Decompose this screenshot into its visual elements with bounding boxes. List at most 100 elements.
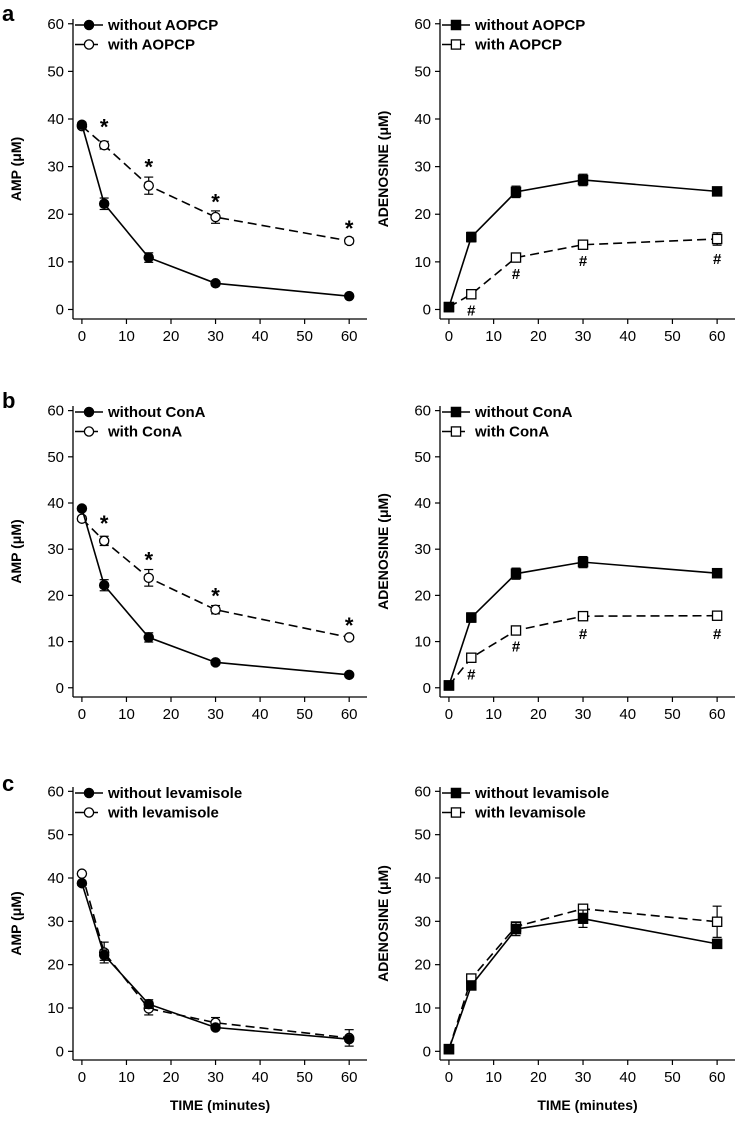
legend-label: without levamisole bbox=[474, 785, 609, 802]
significance-hash: # bbox=[713, 251, 722, 268]
legend: without levamisole with levamisole bbox=[442, 785, 609, 822]
legend-label: with levamisole bbox=[474, 805, 586, 822]
significance-star: * bbox=[144, 547, 153, 572]
legend-marker bbox=[450, 406, 462, 418]
y-tick-label: 20 bbox=[47, 587, 64, 604]
data-point bbox=[343, 669, 355, 681]
data-point bbox=[711, 938, 723, 950]
legend-marker bbox=[83, 19, 95, 31]
series-with bbox=[76, 120, 355, 247]
chart-a-left: 0 10 20 30 40 50 60 0 10 20 30 40 50 60 AMP (μM) * * * * wi… bbox=[8, 16, 367, 345]
y-tick-label: 0 bbox=[56, 1043, 64, 1060]
data-point bbox=[343, 290, 355, 302]
x-tick-label: 0 bbox=[78, 706, 86, 723]
x-tick-label: 30 bbox=[575, 1069, 592, 1086]
series-with bbox=[76, 513, 355, 643]
significance-hash: # bbox=[467, 303, 476, 320]
data-point bbox=[343, 632, 355, 643]
x-tick-label: 10 bbox=[485, 706, 502, 723]
y-tick-label: 30 bbox=[47, 541, 64, 558]
significance-star: * bbox=[345, 613, 354, 638]
data-point bbox=[210, 211, 221, 223]
legend-label: with AOPCP bbox=[107, 37, 195, 54]
significance-hash: # bbox=[713, 626, 722, 643]
y-tick-label: 20 bbox=[414, 957, 431, 974]
y-tick-label: 40 bbox=[47, 870, 64, 887]
data-point bbox=[143, 180, 154, 191]
series-line bbox=[81, 873, 350, 1039]
y-tick-label: 60 bbox=[414, 783, 431, 800]
data-point bbox=[76, 119, 88, 130]
legend-marker bbox=[450, 807, 462, 818]
data-point bbox=[466, 231, 477, 243]
y-tick-label: 10 bbox=[414, 1000, 431, 1017]
y-tick-label: 40 bbox=[414, 495, 431, 512]
data-point bbox=[76, 868, 88, 879]
series-line bbox=[81, 882, 350, 1040]
x-tick-label: 60 bbox=[341, 1069, 358, 1086]
series-without bbox=[443, 555, 723, 691]
significance-star: * bbox=[144, 155, 153, 180]
data-point bbox=[577, 174, 589, 186]
data-point bbox=[98, 198, 110, 210]
x-tick-label: 60 bbox=[709, 328, 726, 345]
legend-marker bbox=[450, 39, 462, 50]
chart-c-right: 0 10 20 30 40 50 60 0 10 20 30 40 50 60 ADENOSINE (μM)… bbox=[375, 783, 735, 1113]
data-point bbox=[577, 610, 589, 622]
data-point bbox=[466, 612, 477, 623]
x-tick-label: 20 bbox=[163, 1069, 180, 1086]
legend-label: without AOPCP bbox=[107, 17, 218, 34]
data-point bbox=[143, 572, 154, 584]
y-tick-label: 40 bbox=[414, 870, 431, 887]
legend-marker bbox=[83, 39, 95, 50]
x-tick-label: 60 bbox=[341, 328, 358, 345]
series-with bbox=[443, 610, 723, 691]
x-tick-label: 0 bbox=[78, 1069, 86, 1086]
panel-letter-b: b bbox=[2, 388, 15, 413]
panel-letter-a: a bbox=[2, 1, 15, 26]
series-without bbox=[443, 173, 723, 313]
data-point bbox=[210, 278, 221, 289]
data-point bbox=[210, 604, 221, 615]
x-tick-label: 20 bbox=[163, 706, 180, 723]
y-tick-label: 50 bbox=[47, 827, 64, 844]
significance-hash: # bbox=[512, 639, 521, 656]
series-with bbox=[76, 868, 355, 1047]
legend-marker bbox=[450, 426, 462, 437]
data-point bbox=[343, 1033, 355, 1045]
x-tick-label: 40 bbox=[252, 1069, 269, 1086]
legend-label: with ConA bbox=[474, 424, 549, 441]
x-tick-label: 0 bbox=[445, 328, 453, 345]
y-axis-title: ADENOSINE (μM) bbox=[375, 111, 391, 228]
series-without bbox=[76, 119, 355, 302]
x-tick-label: 20 bbox=[163, 328, 180, 345]
significance-hash: # bbox=[579, 253, 588, 270]
y-tick-label: 0 bbox=[56, 680, 64, 697]
data-point bbox=[98, 579, 110, 591]
y-tick-label: 40 bbox=[47, 495, 64, 512]
legend-marker bbox=[83, 426, 95, 437]
data-point bbox=[711, 233, 723, 245]
data-point bbox=[711, 916, 723, 928]
legend: without AOPCP with AOPCP bbox=[442, 17, 585, 54]
y-tick-label: 10 bbox=[414, 254, 431, 271]
y-tick-label: 0 bbox=[423, 1043, 431, 1060]
x-tick-label: 20 bbox=[530, 1069, 547, 1086]
x-tick-label: 10 bbox=[118, 706, 135, 723]
x-tick-label: 10 bbox=[485, 328, 502, 345]
legend-marker bbox=[83, 807, 95, 818]
y-tick-label: 10 bbox=[414, 634, 431, 651]
data-point bbox=[711, 567, 723, 579]
significance-hash: # bbox=[512, 266, 521, 283]
data-point bbox=[711, 186, 723, 197]
chart-b-right: 0 10 20 30 40 50 60 0 10 20 30 40 50 60 ADENOSINE (μM)… bbox=[375, 403, 735, 723]
y-tick-label: 0 bbox=[423, 680, 431, 697]
y-axis-title: AMP (μM) bbox=[8, 519, 24, 583]
data-point bbox=[76, 503, 88, 514]
data-point bbox=[577, 556, 589, 568]
x-tick-label: 30 bbox=[575, 328, 592, 345]
y-tick-label: 20 bbox=[47, 957, 64, 974]
x-tick-label: 40 bbox=[252, 328, 269, 345]
legend-label: without ConA bbox=[107, 404, 206, 421]
